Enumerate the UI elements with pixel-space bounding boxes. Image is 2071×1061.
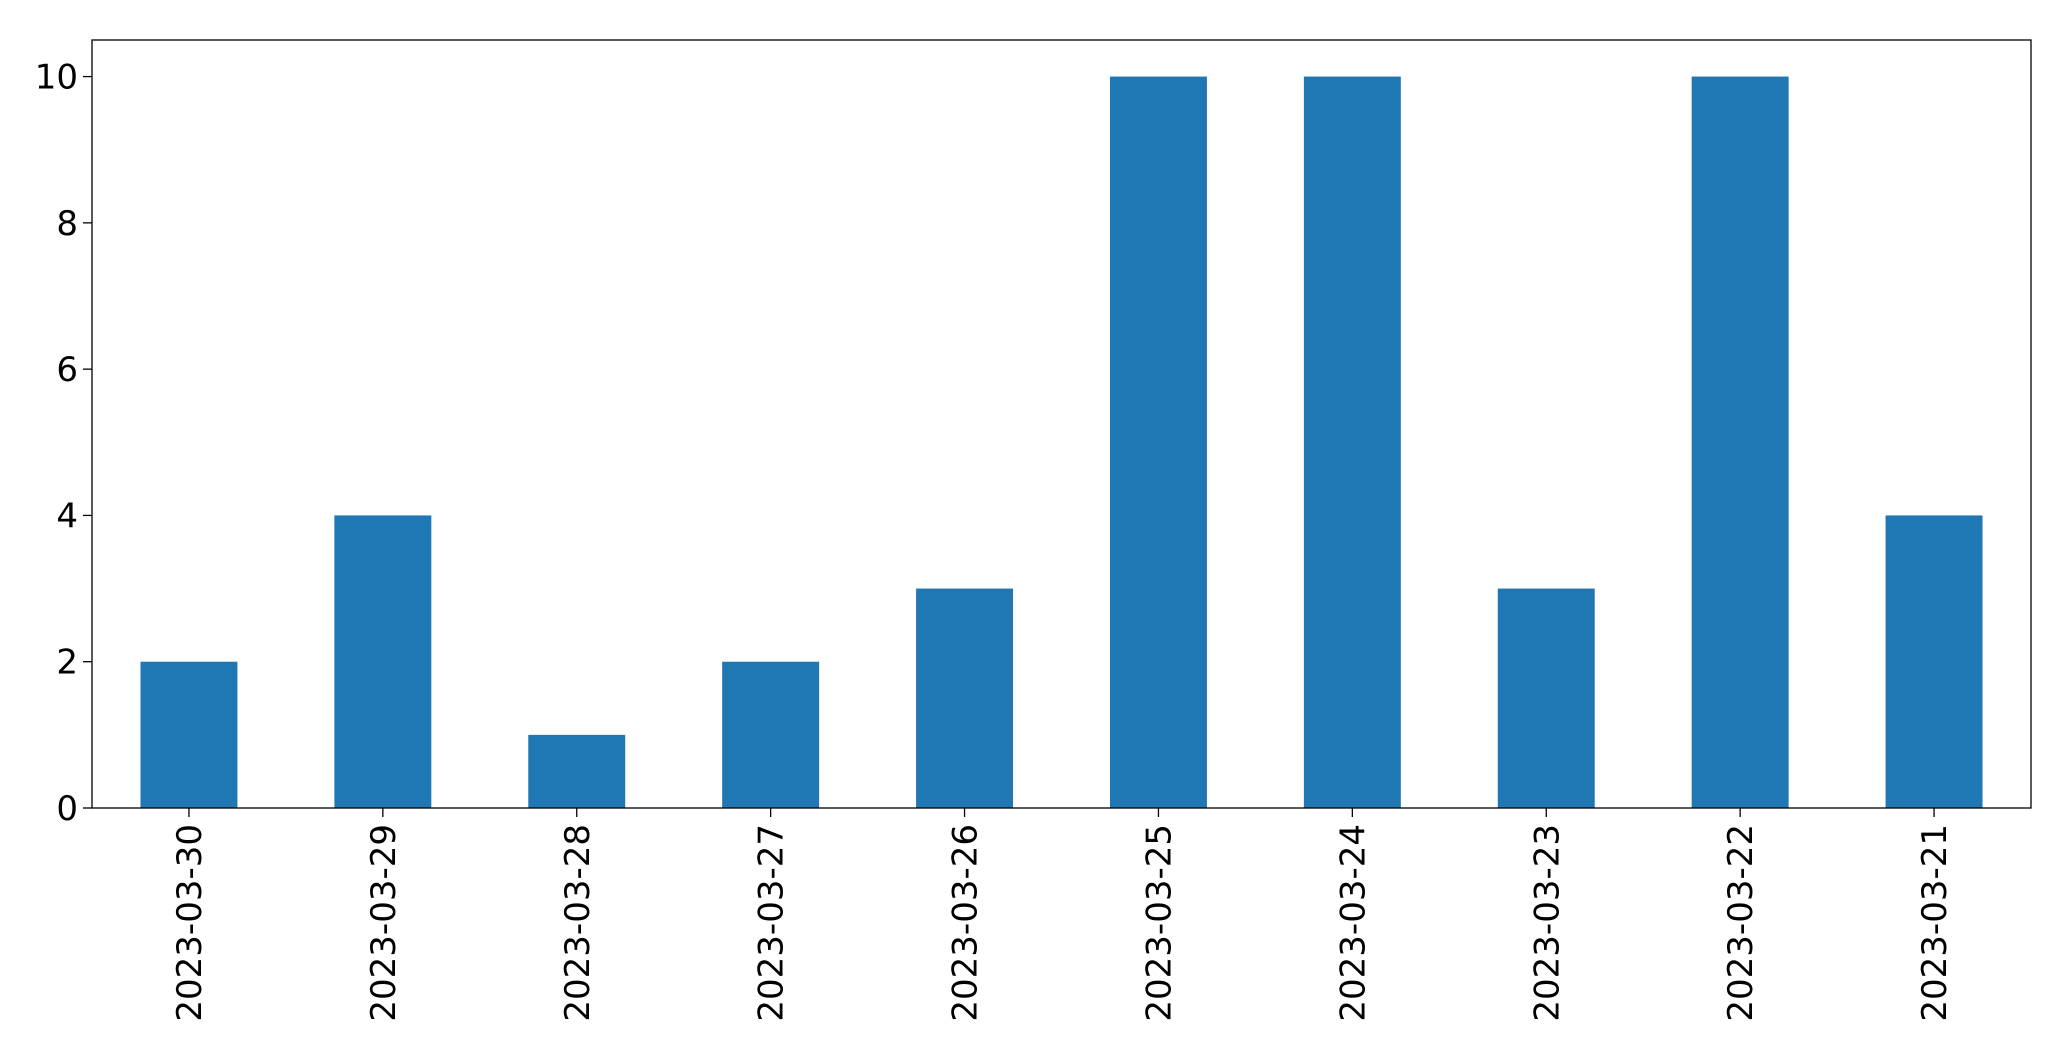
x-tick-label: 2023-03-22	[1721, 824, 1761, 1022]
bar	[916, 588, 1014, 808]
bar	[722, 661, 820, 808]
bar	[1691, 76, 1789, 809]
y-tick-label: 4	[56, 496, 78, 536]
x-tick-label: 2023-03-21	[1915, 824, 1955, 1022]
bar	[528, 734, 626, 808]
bar	[1885, 515, 1983, 808]
bar	[334, 515, 432, 808]
bar	[1109, 76, 1207, 809]
bar	[1303, 76, 1401, 809]
y-tick-label: 0	[56, 789, 78, 829]
y-tick-label: 10	[35, 58, 78, 98]
plot-frame	[91, 39, 2032, 809]
x-tick-label: 2023-03-29	[364, 824, 404, 1022]
x-tick-label: 2023-03-28	[558, 824, 598, 1022]
x-tick-label: 2023-03-27	[752, 824, 792, 1022]
x-tick-label: 2023-03-25	[1139, 824, 1179, 1022]
y-tick-label: 8	[56, 204, 78, 244]
x-tick-label: 2023-03-24	[1333, 824, 1373, 1022]
x-tick-label: 2023-03-30	[170, 824, 210, 1022]
y-tick-label: 6	[56, 350, 78, 390]
x-tick-label: 2023-03-23	[1527, 824, 1567, 1022]
bar	[140, 661, 238, 808]
y-tick-label: 2	[56, 643, 78, 683]
bar	[1497, 588, 1595, 808]
x-tick-label: 2023-03-26	[946, 824, 986, 1022]
